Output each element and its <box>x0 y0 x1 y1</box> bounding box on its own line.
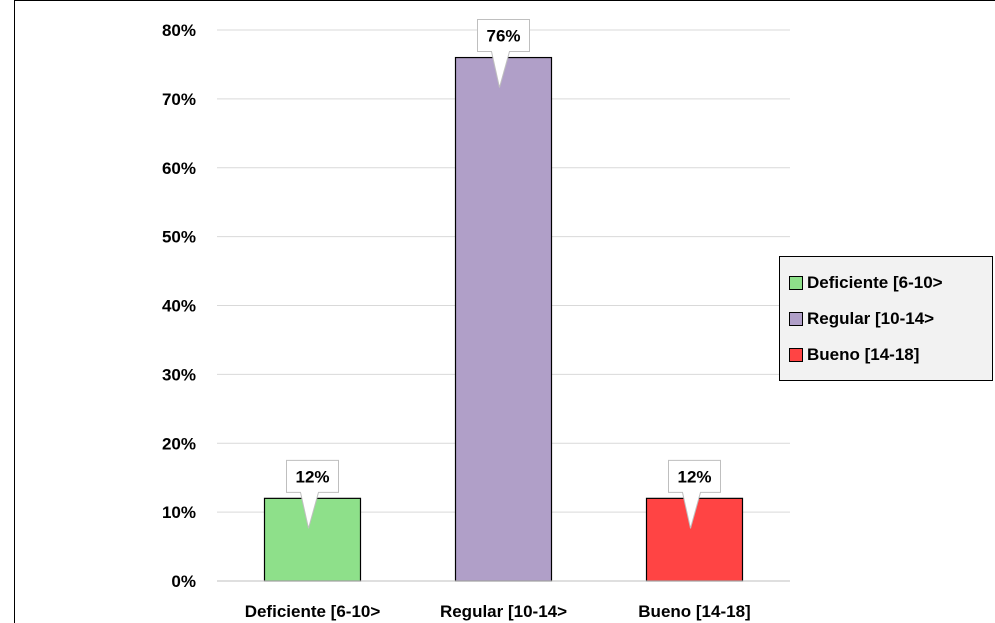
data-label: 12% <box>677 467 711 486</box>
chart-frame <box>14 0 995 623</box>
data-label: 12% <box>295 467 329 486</box>
y-tick-label: 0% <box>171 572 196 591</box>
y-tick-label: 10% <box>162 503 196 522</box>
y-tick-label: 60% <box>162 159 196 178</box>
legend-label-regular: Regular [10-14> <box>807 309 935 328</box>
data-label-callout <box>286 459 339 529</box>
x-tick-label: Regular [10-14> <box>440 602 567 621</box>
y-tick-label: 30% <box>162 365 196 384</box>
data-label-callout <box>477 19 530 88</box>
legend-swatch-bueno <box>789 348 803 362</box>
legend-item-deficiente: Deficiente [6-10> <box>780 265 992 301</box>
data-label-callout <box>668 459 721 529</box>
y-tick-label: 50% <box>162 228 196 247</box>
legend-label-deficiente: Deficiente [6-10> <box>807 273 943 292</box>
y-tick-label: 20% <box>162 434 196 453</box>
legend-item-bueno: Bueno [14-18] <box>780 337 992 373</box>
y-tick-label: 40% <box>162 297 196 316</box>
data-label: 76% <box>486 27 520 46</box>
y-tick-label: 70% <box>162 90 196 109</box>
bar <box>454 56 553 582</box>
legend-swatch-regular <box>789 312 803 326</box>
y-tick-label: 80% <box>162 21 196 40</box>
legend-label-bueno: Bueno [14-18] <box>807 345 920 364</box>
legend-item-regular: Regular [10-14> <box>780 301 992 337</box>
x-tick-label: Bueno [14-18] <box>638 602 750 621</box>
x-tick-label: Deficiente [6-10> <box>245 602 381 621</box>
chart-legend: Deficiente [6-10> Regular [10-14> Bueno … <box>779 256 993 381</box>
legend-swatch-deficiente <box>789 276 803 290</box>
